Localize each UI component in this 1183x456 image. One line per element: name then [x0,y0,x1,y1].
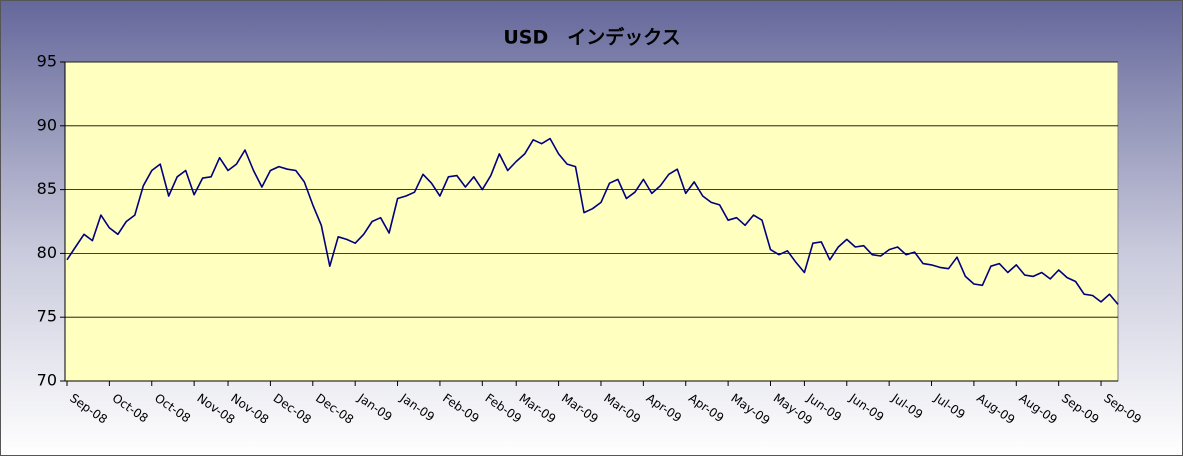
y-tick-label: 85 [37,179,57,198]
y-tick-label: 80 [37,243,57,262]
plot-area [64,61,1119,382]
y-tick-label: 90 [37,115,57,134]
chart-title: USD インデックス [503,26,680,49]
y-tick-label: 70 [37,371,57,390]
y-tick-label: 75 [37,307,57,326]
data-line [66,137,1119,305]
y-tick-label: 95 [37,52,57,71]
